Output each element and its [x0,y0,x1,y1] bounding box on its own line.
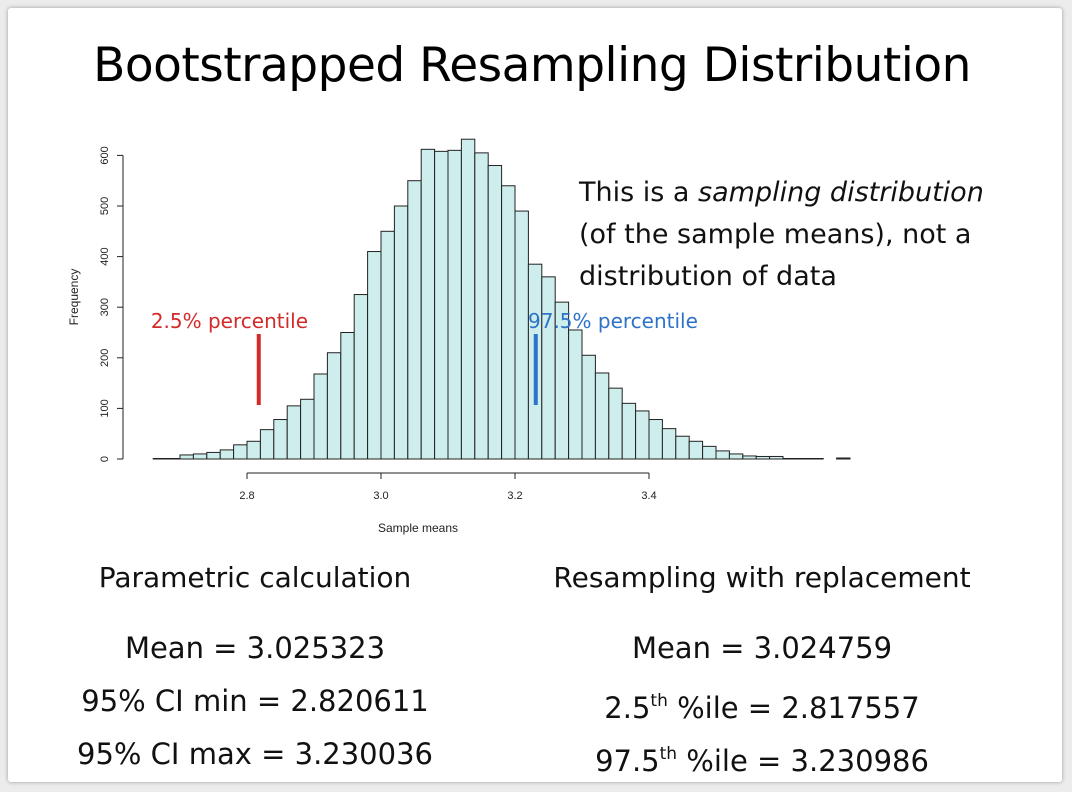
histogram-bar [434,150,449,460]
low-sup: th [650,691,668,711]
y-tick-label: 600 [99,146,111,164]
high-rest: %ile = 3.230986 [677,744,929,778]
histogram-bar [836,457,851,460]
histogram-bar [460,138,476,460]
histogram-bar [688,440,704,460]
histogram-bar [621,402,637,460]
histogram-bar [179,454,194,460]
y-tick-label: 100 [99,399,111,417]
histogram-bar [487,165,503,460]
histogram-bar [568,329,583,460]
histogram-bar [233,444,248,460]
histogram-bar [152,457,168,460]
histogram-bar [219,449,235,460]
histogram-bar [166,457,181,460]
histogram-bar [206,451,221,460]
percentile-label: 97.5% percentile [528,309,698,333]
y-axis: 0 100 200 300 400 500 600 [99,146,124,462]
histogram-bar [795,457,811,460]
y-tick-label: 400 [99,247,111,265]
histogram-bar [447,149,462,460]
histogram-bar [541,276,556,460]
parametric-ci-max: 95% CI max = 3.230036 [77,737,433,771]
histogram-bar [273,419,288,460]
high-sup: th [659,744,678,764]
y-tick-label: 500 [99,197,111,215]
y-tick-label: 0 [99,456,111,462]
histogram-bar [420,148,436,460]
histogram-bar [809,457,824,460]
histogram-bar [192,453,208,460]
histogram-bar [728,453,744,460]
low-rest: %ile = 2.817557 [667,691,920,725]
histogram-bar [259,429,275,460]
x-tick-label: 3.0 [373,490,388,502]
histogram-bar [367,251,382,460]
resampling-high-percentile: 97.5th %ile = 3.230986 [540,732,984,778]
histogram-bar [353,294,369,460]
histogram-bar [407,180,422,460]
histogram-bar [782,457,797,460]
histogram-bar [675,435,690,460]
slide-title: Bootstrapped Resampling Distribution [93,38,971,93]
note-rest: (of the sample means), not a distributio… [579,219,972,292]
histogram-bar [380,230,395,460]
histogram-bar [661,428,677,460]
x-axis: 2.8 3.0 3.2 3.4 [239,472,657,502]
histogram-bar [608,387,623,460]
histogram-bar [340,332,355,460]
resampling-heading: Resampling with replacement [553,561,971,594]
histogram-bar [715,450,730,460]
x-tick-label: 3.2 [507,490,522,502]
histogram-bar [474,152,489,460]
histogram-bar [635,410,650,460]
histogram-bar [286,405,302,460]
y-tick-label: 200 [99,349,111,367]
sampling-note: This is a sampling distribution (of the … [579,172,1019,298]
histogram-bar [501,185,516,460]
resampling-mean: Mean = 3.024759 [631,631,893,665]
y-tick-label: 300 [99,298,111,316]
histogram-bar [769,455,784,460]
x-axis-title: Sample means [378,521,458,535]
note-prefix: This is a [579,177,699,208]
resampling-column: Resampling with replacement Mean = 3.024… [540,556,984,785]
histogram-bar [702,445,717,460]
high-prefix: 97.5 [595,744,660,778]
histogram-bar [581,354,596,460]
resampling-low-percentile: 2.5th %ile = 2.817557 [540,679,984,725]
histogram-bar [755,455,771,460]
histogram-bar [393,205,409,460]
parametric-mean: Mean = 3.025323 [124,631,386,665]
percentile-annotations: 2.5% percentile 97.5% percentile [151,309,698,405]
histogram-bar [742,455,757,460]
histogram-bar [648,419,663,460]
histogram-bar [326,352,342,460]
y-axis-title: Frequency [67,269,81,326]
x-tick-label: 3.4 [641,490,656,502]
histogram-bar [246,440,261,460]
histogram-bar [514,210,529,460]
histogram-bar [300,398,315,460]
histogram-bar [313,373,328,460]
parametric-heading: Parametric calculation [98,561,412,594]
low-prefix: 2.5 [604,691,651,725]
note-emphasis: sampling distribution [698,177,984,208]
histogram-bar [594,372,610,460]
x-tick-label: 2.8 [239,490,254,502]
parametric-ci-min: 95% CI min = 2.820611 [81,684,429,718]
parametric-column: Parametric calculation Mean = 3.025323 9… [50,556,460,785]
percentile-label: 2.5% percentile [151,309,308,333]
histogram-bars [152,138,851,460]
